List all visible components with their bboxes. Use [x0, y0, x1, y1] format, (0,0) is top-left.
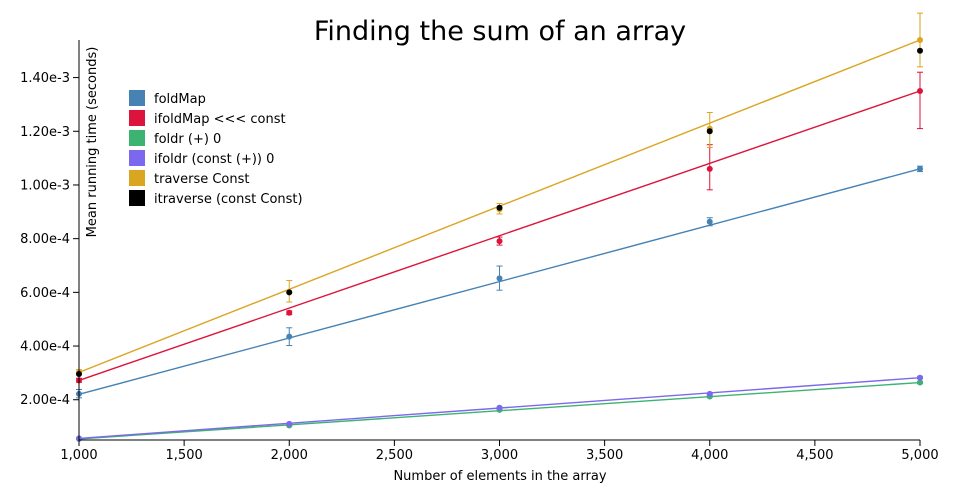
series-ifoldr-const-0	[76, 374, 923, 442]
y-tick-label: 1.40e-3	[20, 71, 70, 86]
data-point	[496, 204, 503, 211]
x-tick-label: 2,000	[271, 448, 308, 463]
legend-swatch	[129, 130, 145, 146]
legend-item: ifoldMap <<< const	[129, 110, 286, 127]
y-tick-label: 1.20e-3	[20, 125, 70, 140]
data-point	[286, 420, 293, 427]
legend-item: ifoldr (const (+)) 0	[129, 150, 274, 167]
legend-swatch	[129, 150, 145, 166]
x-tick-label: 4,500	[796, 448, 833, 463]
y-axis-title: Mean running time (seconds)	[85, 47, 100, 238]
data-point	[917, 88, 923, 95]
legend-label: foldr (+) 0	[154, 132, 221, 147]
chart-title: Finding the sum of an array	[314, 16, 686, 47]
y-axis: 2.00e-4 4.00e-4 6.00e-4 8.00e-4 1.00e-3 1.20e…	[20, 40, 80, 440]
series-foldmap	[76, 165, 923, 399]
legend-item: foldr (+) 0	[129, 130, 221, 147]
y-tick-label: 6.00e-4	[20, 286, 70, 301]
legend-label: itraverse (const Const)	[154, 192, 303, 207]
y-tick-label: 8.00e-4	[20, 232, 70, 247]
data-point	[706, 218, 713, 225]
y-tick-label: 4.00e-4	[20, 340, 70, 355]
y-tick-label: 2.00e-4	[20, 393, 70, 408]
y-tick-label: 1.00e-3	[20, 178, 70, 193]
legend-swatch	[129, 110, 145, 126]
legend-item: itraverse (const Const)	[129, 190, 303, 207]
data-point	[706, 390, 713, 397]
data-point	[496, 404, 503, 411]
series-ifoldmap-const	[76, 71, 923, 384]
x-tick-label: 2,500	[376, 448, 413, 463]
legend-item: foldMap	[129, 90, 206, 107]
x-tick-label: 3,000	[481, 448, 518, 463]
series-line	[78, 90, 921, 382]
data-point	[917, 165, 923, 172]
x-tick-label: 4,000	[691, 448, 728, 463]
data-point	[917, 379, 923, 386]
legend-swatch	[129, 90, 145, 106]
x-tick-label: 1,000	[60, 448, 97, 463]
legend: foldMap ifoldMap <<< const foldr (+) 0 ifol…	[129, 90, 303, 207]
data-point	[496, 238, 503, 245]
legend-label: foldMap	[154, 92, 206, 107]
data-point	[917, 47, 923, 54]
legend-label: ifoldMap <<< const	[154, 112, 286, 127]
legend-label: ifoldr (const (+)) 0	[154, 152, 274, 167]
x-tick-label: 5,000	[901, 448, 938, 463]
data-point	[496, 275, 503, 282]
legend-swatch	[129, 170, 145, 186]
plot-area	[76, 12, 923, 442]
data-point	[286, 289, 293, 296]
x-axis-title: Number of elements in the array	[393, 469, 606, 484]
x-tick-label: 1,500	[166, 448, 203, 463]
data-point	[706, 128, 713, 135]
legend-item: traverse Const	[129, 170, 250, 187]
data-point	[286, 309, 293, 316]
data-point	[917, 37, 923, 43]
data-point	[917, 374, 923, 381]
legend-swatch	[129, 190, 145, 206]
data-point	[706, 165, 713, 172]
x-tick-label: 3,500	[586, 448, 623, 463]
x-axis: 1,000 1,500 2,000 2,500 3,000 3,500 4,000 4,500…	[60, 439, 939, 463]
data-point	[286, 333, 293, 340]
legend-label: traverse Const	[154, 172, 250, 187]
